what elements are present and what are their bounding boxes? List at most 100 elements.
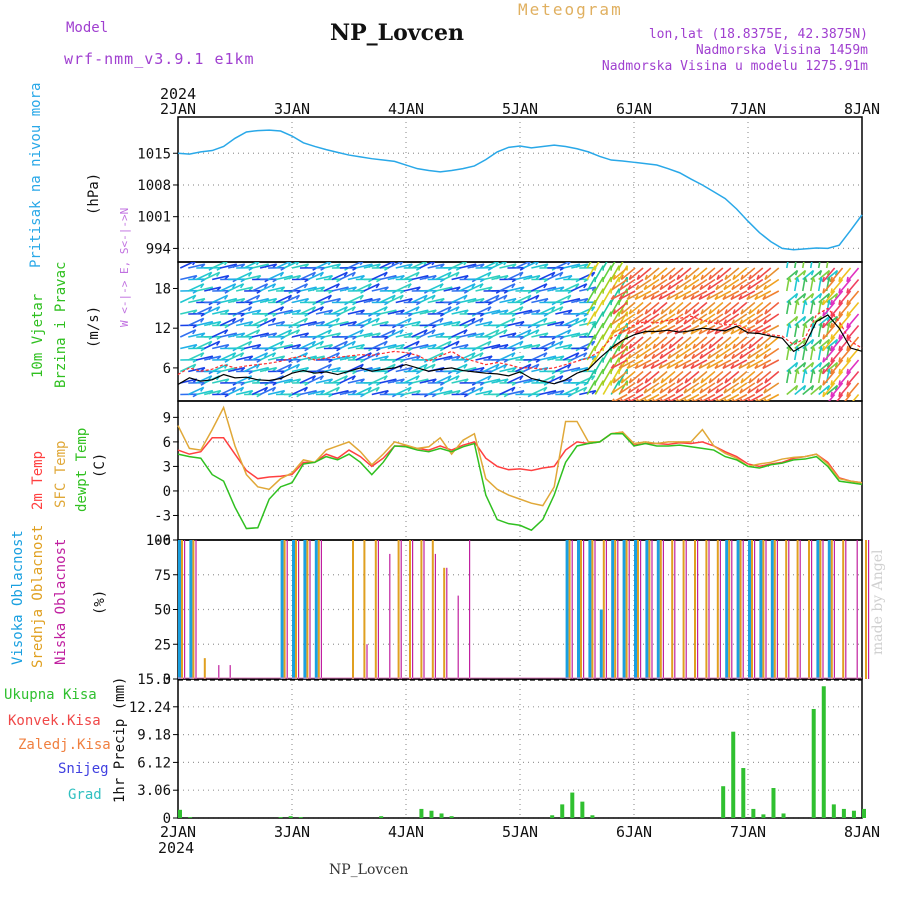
wind-arrow [499, 366, 517, 373]
wind-arrow [830, 313, 844, 329]
wind-arrow [586, 288, 596, 303]
wind-arrow [499, 332, 517, 338]
wind-arrow-head [826, 270, 831, 276]
wind-arrow-head [447, 375, 452, 381]
wind-arrow-head [644, 274, 648, 280]
wind-arrow-head [722, 363, 727, 369]
wind-arrow [830, 278, 844, 294]
wind-arrow-head [810, 270, 815, 276]
wind-arrow [499, 297, 517, 304]
wind-arrow [403, 375, 420, 384]
wind-arrow [785, 277, 790, 292]
wind-arrow [594, 322, 604, 338]
wind-arrow-head [692, 309, 696, 315]
cloud-bar-2 [400, 540, 402, 679]
wind-arrow-head [610, 294, 615, 300]
wind-arrow [212, 274, 229, 281]
wind-arrow [419, 262, 435, 269]
wind-arrow [838, 370, 852, 386]
wind-arrow-head [415, 271, 420, 277]
wind-arrow [651, 278, 668, 291]
wind-arrow [619, 313, 636, 325]
wind-arrow [684, 267, 700, 281]
wind-arrow-head [463, 363, 468, 369]
wind-arrow [275, 363, 292, 373]
wind-arrow-head [660, 343, 664, 349]
x-tick-top-7JAN: 7JAN [730, 100, 766, 118]
wind-arrow-head [415, 340, 420, 346]
cloud-bar-1 [431, 540, 434, 679]
wind-arrow-head [511, 352, 516, 358]
wind-arrow [507, 286, 525, 292]
wind-arrow-head [668, 274, 672, 280]
wind-arrow-head [192, 275, 198, 280]
y-tick-label: 3.06 [137, 783, 171, 799]
wind-arrow-head [731, 284, 735, 290]
wind-arrow-head [788, 276, 792, 283]
wind-arrow-head [804, 299, 808, 306]
cloud-bar-2 [731, 540, 733, 679]
wind-arrow-head [822, 322, 825, 328]
wind-arrow [251, 297, 269, 304]
wind-arrow-head [223, 363, 229, 369]
wind-arrow-head [256, 344, 262, 349]
wind-arrow [563, 366, 581, 373]
wind-arrow [459, 263, 477, 269]
wind-arrow-head [583, 263, 589, 269]
wind-arrow-head [271, 352, 277, 358]
wind-arrow-head [755, 388, 759, 394]
wind-arrow [644, 336, 660, 350]
wind-arrow [785, 323, 790, 338]
wind-arrow [571, 332, 589, 338]
wind-arrow [515, 294, 532, 304]
wind-arrow-head [634, 329, 639, 335]
wind-arrow [259, 386, 276, 396]
wind-arrow-head [802, 270, 807, 276]
wind-arrow-head [343, 271, 348, 277]
wind-arrow-head [247, 340, 253, 346]
wind-arrow [754, 290, 772, 301]
wind-arrow-head [391, 329, 396, 335]
wind-arrow [475, 286, 493, 292]
wind-arrow [220, 332, 237, 338]
wind-arrow [706, 290, 724, 301]
wind-arrow [539, 389, 557, 396]
wind-arrow [379, 262, 395, 269]
wind-arrow [227, 297, 245, 304]
cloud-bar-2 [742, 540, 744, 679]
wind-arrow-head [740, 309, 744, 315]
wind-arrow [628, 336, 644, 350]
precip-bar [429, 810, 434, 818]
wind-arrow-head [575, 352, 580, 358]
wind-arrow [738, 359, 756, 370]
wind-arrow-head [352, 286, 357, 292]
wind-arrow-head [279, 340, 285, 346]
wind-arrow-head [748, 343, 752, 349]
wind-arrow-head [192, 262, 196, 266]
wind-arrow [818, 384, 830, 396]
wind-arrow-head [567, 344, 573, 349]
wind-arrow-head [699, 388, 704, 394]
wind-arrow-head [831, 403, 832, 408]
wind-arrow [443, 286, 461, 292]
wind-arrow [467, 297, 485, 304]
wind-arrow [707, 382, 724, 394]
wind-arrow-head [838, 345, 841, 351]
wind-arrow-head [384, 355, 389, 361]
wind-arrow-head [746, 294, 751, 300]
cloud-bar-2 [811, 540, 813, 679]
wind-arrow-head [336, 298, 342, 303]
wind-arrow [618, 334, 628, 349]
wind-arrow [739, 382, 756, 394]
wind-arrow [227, 283, 244, 292]
wind-arrow [838, 336, 852, 352]
wind-arrow [283, 343, 301, 350]
wind-arrow [467, 283, 484, 292]
wind-arrow-head [716, 343, 720, 349]
wind-arrow [203, 340, 220, 350]
wind-arrow [331, 389, 349, 396]
wind-arrow-head [619, 284, 624, 290]
wind-arrow-head [431, 275, 437, 280]
wind-arrow [179, 329, 197, 338]
wind-arrow [187, 352, 205, 361]
